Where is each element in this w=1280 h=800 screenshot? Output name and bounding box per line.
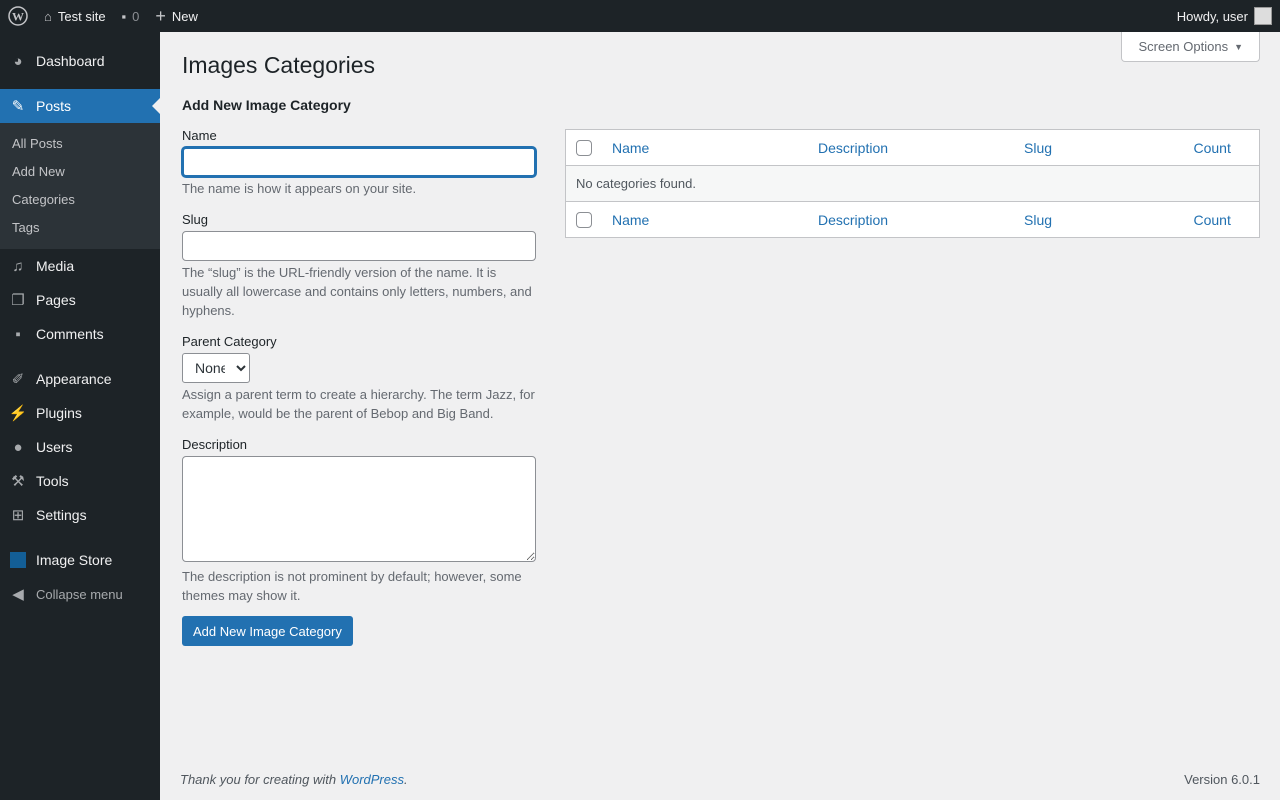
users-icon: ● — [13, 438, 23, 456]
name-input[interactable] — [182, 147, 536, 177]
column-slug-footer[interactable]: Slug — [1024, 211, 1053, 228]
menu-pages[interactable]: ❐ Pages — [0, 283, 160, 317]
comment-icon: ▪ — [121, 8, 127, 24]
description-textarea[interactable] — [182, 456, 536, 562]
description-help: The description is not prominent by defa… — [182, 569, 522, 603]
submenu-tags[interactable]: Tags — [12, 220, 40, 235]
pages-icon: ❐ — [11, 292, 25, 309]
column-name[interactable]: Name — [612, 139, 650, 156]
dashboard-icon: ◕ — [13, 52, 23, 70]
version: Version 6.0.1 — [1184, 772, 1260, 787]
home-icon: ⌂ — [44, 8, 52, 24]
description-label: Description — [182, 437, 248, 452]
media-icon: ♫ — [12, 257, 24, 275]
menu-posts[interactable]: ✎ Posts — [0, 89, 160, 123]
parent-label: Parent Category — [182, 334, 277, 349]
account-menu[interactable]: Howdy, user — [1169, 0, 1280, 32]
page-title: Images Categories — [182, 52, 376, 78]
pin-icon: ✎ — [11, 98, 25, 115]
select-all-checkbox-footer[interactable] — [576, 212, 592, 229]
footer: Thank you for creating with WordPress. V… — [180, 772, 1260, 787]
collapse-icon: ◀ — [12, 586, 24, 603]
collapse-menu-button[interactable]: ◀ Collapse menu — [0, 577, 160, 611]
menu-comments[interactable]: ▪ Comments — [0, 317, 160, 351]
parent-category-select[interactable]: None — [182, 353, 250, 383]
plus-icon: + — [155, 5, 166, 26]
brush-icon: ✐ — [11, 371, 25, 388]
slug-label: Slug — [182, 212, 209, 227]
wordpress-logo-icon[interactable]: W — [0, 0, 36, 32]
settings-icon: ⊞ — [11, 507, 25, 524]
empty-message: No categories found. — [565, 165, 1260, 202]
menu-image-store[interactable]: Image Store — [0, 543, 160, 577]
column-description-footer[interactable]: Description — [818, 211, 889, 228]
comments-link[interactable]: ▪ 0 — [121, 8, 140, 24]
slug-input[interactable] — [182, 231, 536, 261]
column-description[interactable]: Description — [818, 139, 889, 156]
column-count[interactable]: Count — [1193, 139, 1231, 156]
menu-tools[interactable]: ⚒ Tools — [0, 464, 160, 498]
comment-icon: ▪ — [15, 325, 21, 343]
menu-users[interactable]: ● Users — [0, 430, 160, 464]
avatar — [1254, 7, 1272, 25]
site-link[interactable]: ⌂ Test site — [44, 8, 106, 24]
plugin-icon: ⚡ — [8, 405, 28, 422]
column-count-footer[interactable]: Count — [1193, 211, 1231, 228]
add-category-form: Name The name is how it appears on your … — [182, 128, 537, 660]
name-label: Name — [182, 128, 217, 143]
posts-submenu: All Posts Add New Categories Tags — [0, 123, 160, 249]
submenu-all-posts[interactable]: All Posts — [12, 136, 63, 151]
menu-dashboard[interactable]: ◕ Dashboard — [0, 44, 160, 78]
new-content-link[interactable]: + New — [155, 5, 198, 26]
select-all-checkbox[interactable] — [576, 140, 592, 157]
wordpress-link[interactable]: WordPress — [339, 772, 404, 787]
column-name-footer[interactable]: Name — [612, 211, 650, 228]
caret-down-icon: ▼ — [1234, 41, 1243, 52]
wrench-icon: ⚒ — [11, 473, 25, 490]
image-store-icon — [8, 550, 28, 570]
slug-help: The “slug” is the URL-friendly version o… — [182, 265, 532, 318]
name-help: The name is how it appears on your site. — [182, 181, 417, 196]
column-slug[interactable]: Slug — [1024, 139, 1053, 156]
menu-media[interactable]: ♫ Media — [0, 249, 160, 283]
main-content: Screen Options ▼ Images Categories Add Ne… — [182, 32, 1260, 646]
submenu-categories[interactable]: Categories — [12, 192, 75, 207]
submenu-add-new[interactable]: Add New — [12, 164, 65, 179]
menu-plugins[interactable]: ⚡ Plugins — [8, 405, 82, 422]
form-heading: Add New Image Category — [182, 97, 351, 113]
parent-help: Assign a parent term to create a hierarc… — [182, 387, 535, 421]
admin-bar: W ⌂ Test site ▪ 0 + New Howdy, user — [0, 0, 1280, 32]
menu-appearance[interactable]: ✐ Appearance — [0, 362, 160, 396]
menu-settings[interactable]: ⊞ Settings — [0, 498, 160, 532]
add-category-button[interactable]: Add New Image Category — [182, 616, 353, 646]
screen-options-button[interactable]: Screen Options ▼ — [1121, 32, 1260, 62]
svg-text:W: W — [12, 10, 24, 24]
admin-menu: ◕ Dashboard ✎ Posts All Posts Add New Cate… — [0, 32, 160, 800]
categories-table: Name Description Slug Count No categorie… — [565, 129, 1260, 238]
